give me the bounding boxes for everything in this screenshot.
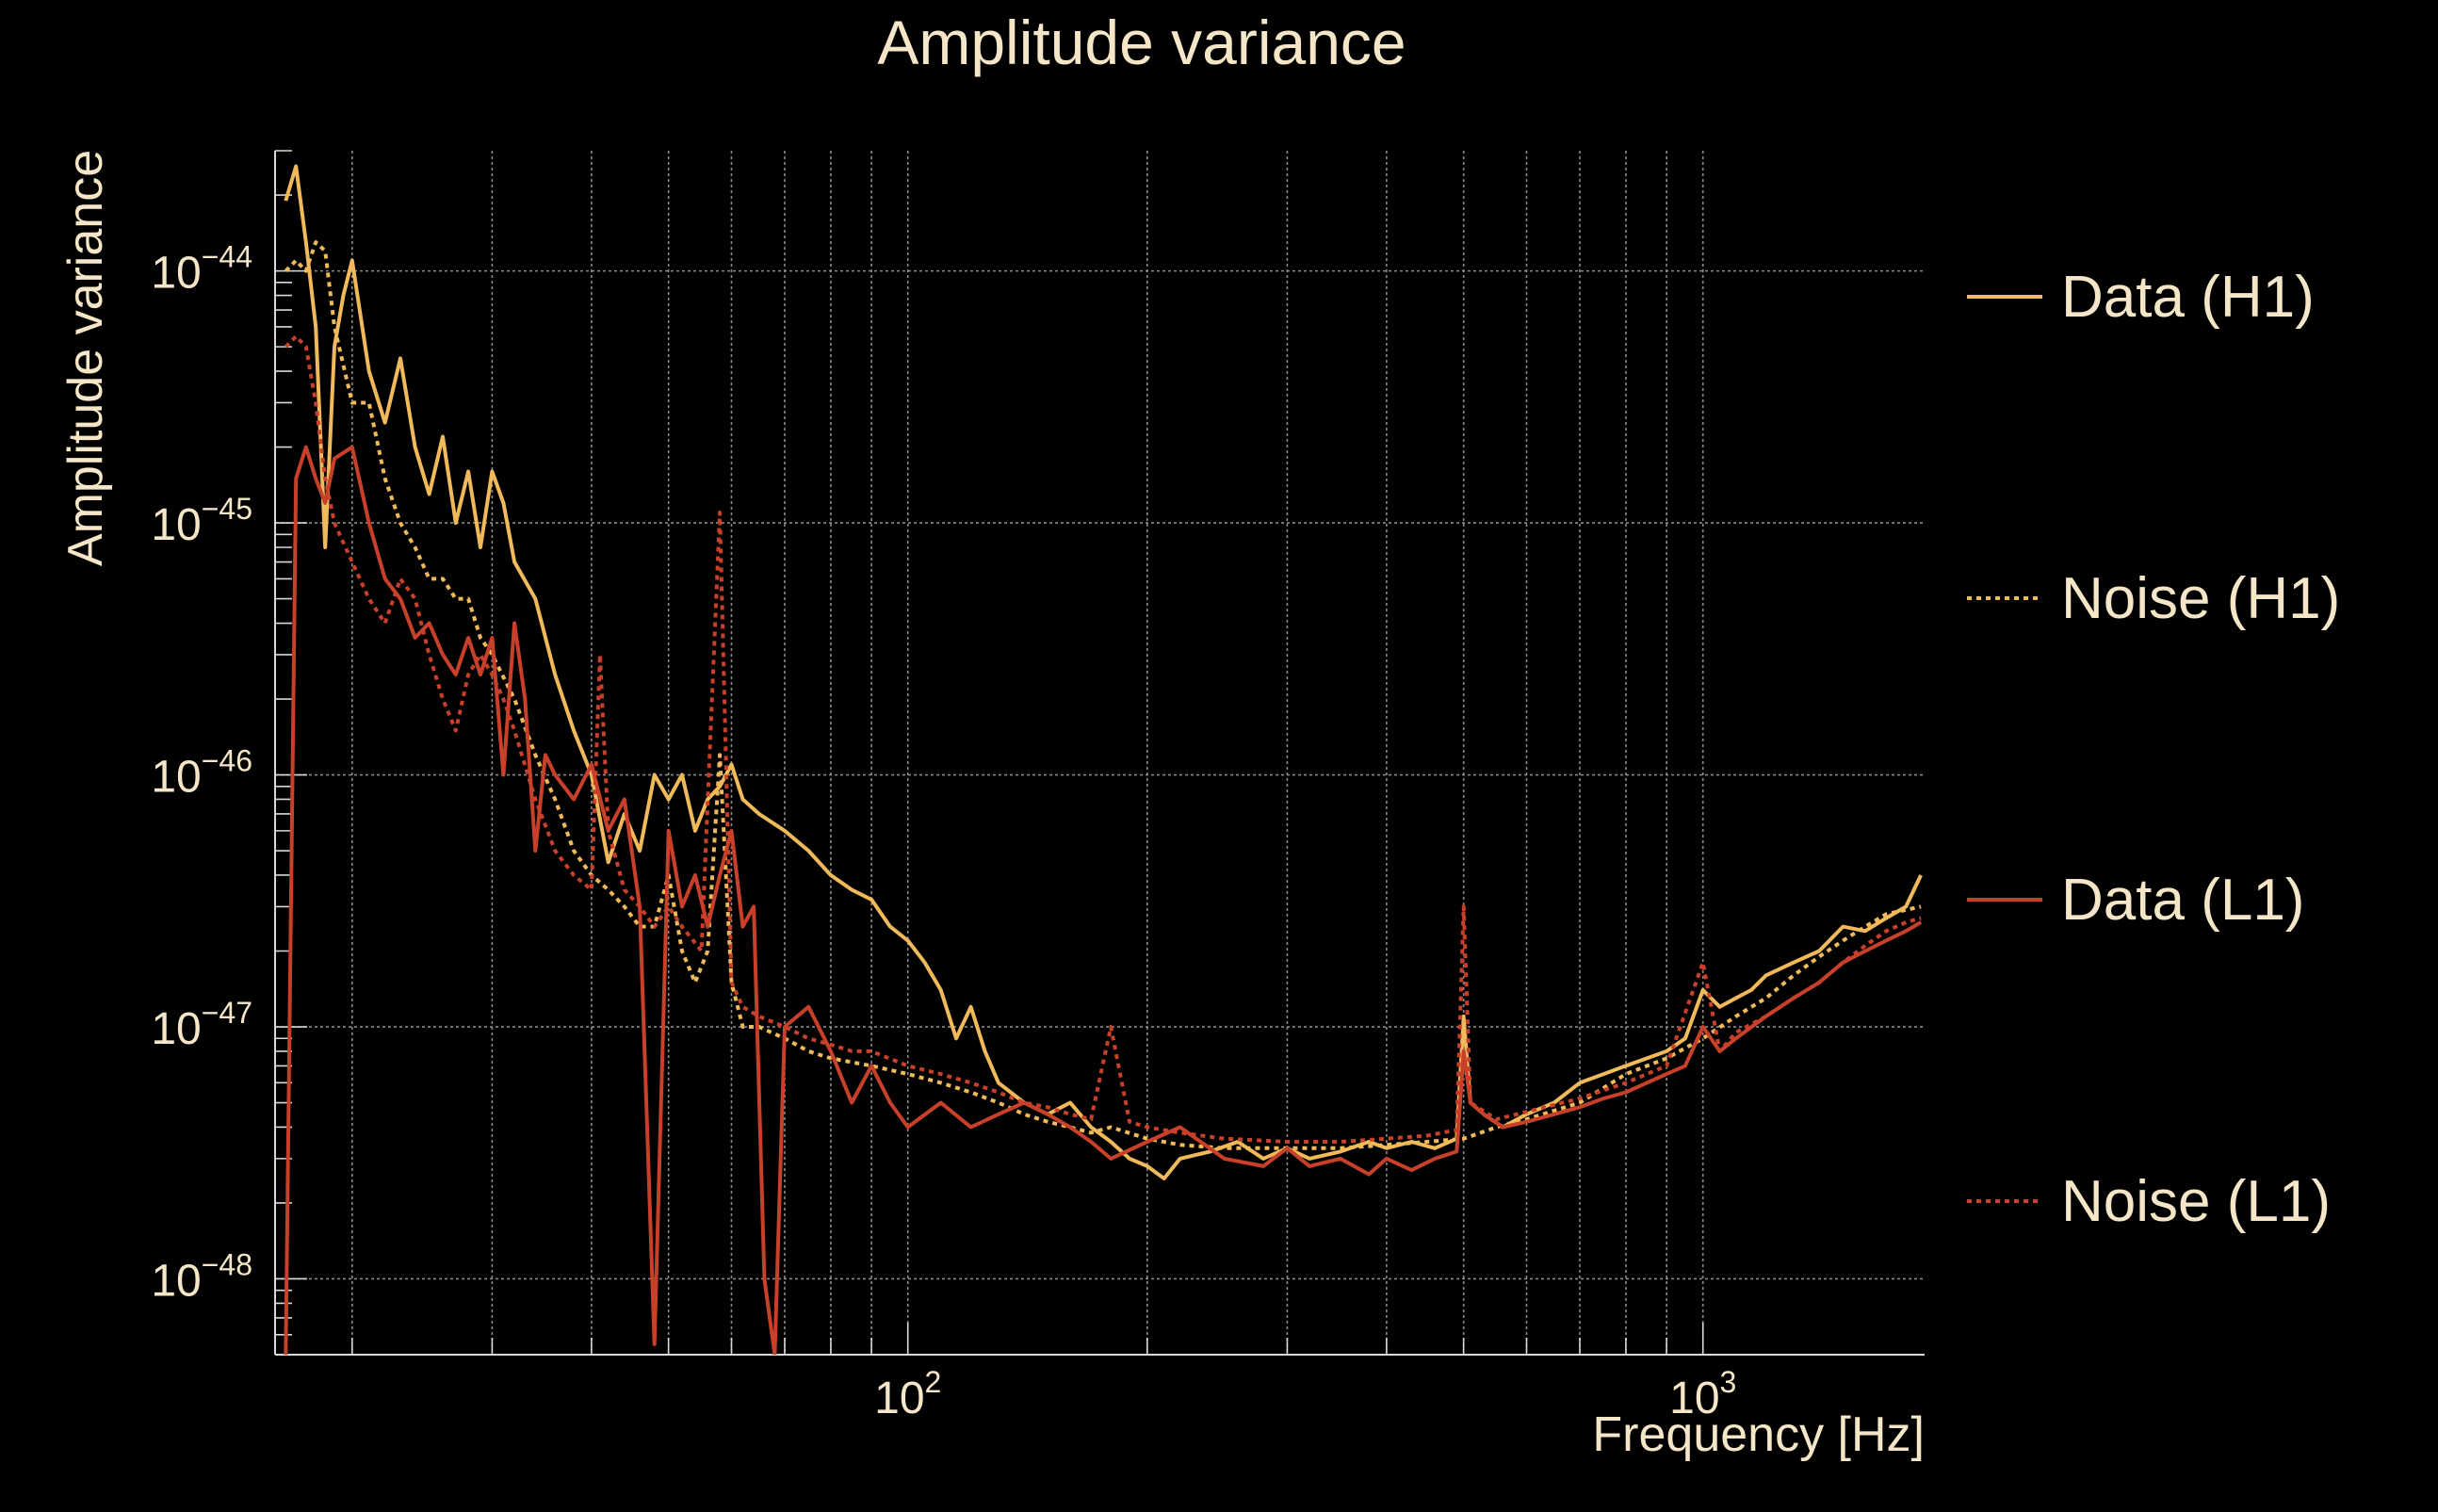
y-tick-label: 10−45 <box>151 492 252 550</box>
series-line-1 <box>284 164 1923 1180</box>
x-tick-label: 103 <box>1669 1365 1736 1423</box>
y-tick-label: 10−46 <box>151 744 252 803</box>
y-tick-label: 10−47 <box>151 996 252 1054</box>
series-line-3 <box>284 445 1923 1355</box>
series-lines <box>284 164 1923 1355</box>
legend: Data (H1) Noise (H1) Data (L1) Noise (L1) <box>1967 265 2340 1234</box>
y-tick-label: 10−48 <box>151 1247 252 1306</box>
axes <box>274 150 1925 1356</box>
x-tick-label: 102 <box>874 1365 941 1423</box>
legend-label: Data (H1) <box>2061 265 2315 330</box>
chart-title: Amplitude variance <box>877 8 1406 77</box>
legend-label: Data (L1) <box>2061 868 2304 933</box>
legend-label: Noise (H1) <box>2061 566 2340 631</box>
y-tick-label: 10−44 <box>151 240 252 299</box>
legend-label: Noise (L1) <box>2061 1169 2331 1234</box>
tick-labels: 102 103 10−44 10−45 10−46 10−47 10−48 <box>151 240 1736 1423</box>
y-axis-label: Amplitude variance <box>58 150 113 566</box>
x-axis-label: Frequency [Hz] <box>1592 1407 1925 1462</box>
series-line-4 <box>284 334 1922 1144</box>
grid-lines <box>275 151 1925 1355</box>
